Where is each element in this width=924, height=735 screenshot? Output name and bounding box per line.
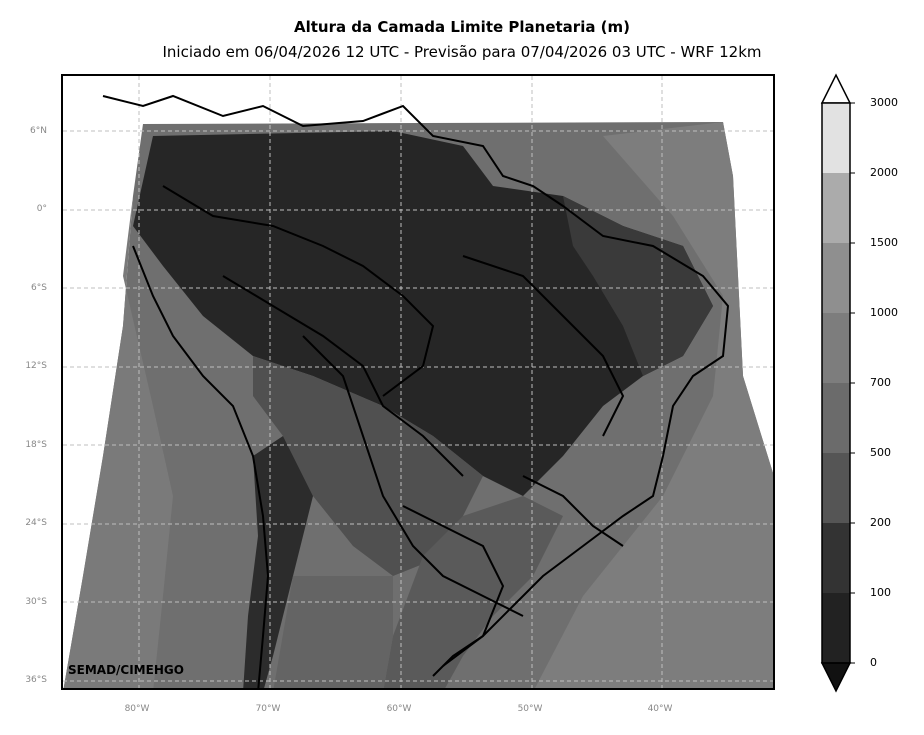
pbl-height-map xyxy=(63,76,773,688)
lat-label-24s: 24°S xyxy=(25,518,47,528)
map-subtitle: Iniciado em 06/04/2026 12 UTC - Previsão… xyxy=(162,43,762,61)
colorbar-label-500: 500 xyxy=(870,446,891,459)
northeast-mid-region xyxy=(563,196,713,376)
country-borders xyxy=(102,94,730,688)
patagonia-mid-region xyxy=(273,576,393,688)
lat-label-6n: 6°N xyxy=(30,126,47,136)
lon-label-50w: 50°W xyxy=(517,704,543,714)
map-panel xyxy=(61,74,775,690)
lon-label-60w: 60°W xyxy=(386,704,412,714)
lat-label-0: 0° xyxy=(36,204,47,214)
colorbar-bin-8 xyxy=(822,593,850,663)
colorbar-extend-min xyxy=(820,662,852,693)
colorbar-label-100: 100 xyxy=(870,586,891,599)
lat-label-36s: 36°S xyxy=(25,675,47,685)
lat-label-6s: 6°S xyxy=(31,283,47,293)
colorbar-label-700: 700 xyxy=(870,376,891,389)
colorbar-label-1500: 1500 xyxy=(870,236,898,249)
map-title: Altura da Camada Limite Planetaria (m) xyxy=(293,18,631,36)
colorbar-bin-4 xyxy=(822,313,850,383)
lat-label-18s: 18°S xyxy=(25,440,47,450)
lon-label-80w: 80°W xyxy=(124,704,150,714)
colorbar xyxy=(820,73,855,693)
colorbar-extend-max xyxy=(820,73,852,104)
watermark-text: SEMAD/CIMEHGO xyxy=(68,663,184,677)
lat-label-30s: 30°S xyxy=(25,597,47,607)
colorbar-bin-7 xyxy=(822,523,850,593)
lat-label-12s: 12°S xyxy=(25,361,47,371)
colorbar-label-0: 0 xyxy=(870,656,877,669)
pacific-region xyxy=(63,196,173,688)
lon-label-40w: 40°W xyxy=(647,704,673,714)
atlantic-region xyxy=(535,122,773,688)
lon-label-70w: 70°W xyxy=(255,704,281,714)
colorbar-label-200: 200 xyxy=(870,516,891,529)
colorbar-bin-6 xyxy=(822,453,850,523)
amazon-dark-region xyxy=(133,131,713,496)
graticule xyxy=(63,76,773,688)
colorbar-label-3000: 3000 xyxy=(870,96,898,109)
central-mid-region xyxy=(253,356,483,576)
colorbar-bin-3 xyxy=(822,243,850,313)
colorbar-label-1000: 1000 xyxy=(870,306,898,319)
colorbar-bin-5 xyxy=(822,383,850,453)
colorbar-label-2000: 2000 xyxy=(870,166,898,179)
colorbar-bin-2 xyxy=(822,173,850,243)
colorbar-bin-1 xyxy=(822,103,850,173)
